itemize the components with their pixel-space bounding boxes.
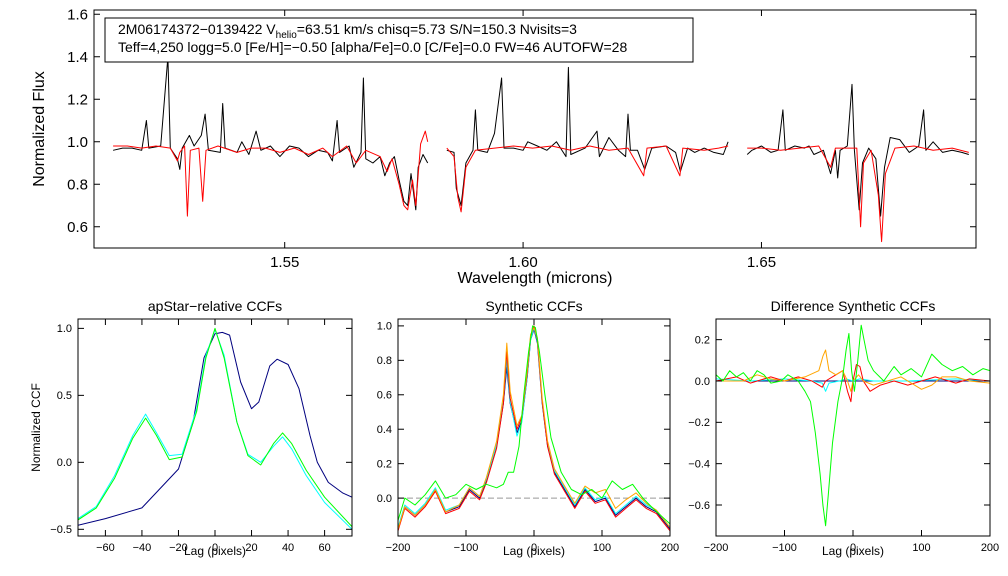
chart-panel-apstar-ccf: −60 −40 −20 0 20 40 60 −0.5 0.0 0.5 1.0 apStar−rela… — [29, 298, 353, 558]
y-tick-label: 0.8 — [377, 355, 392, 367]
star-parameters-box — [104, 17, 694, 63]
chart-panel-spectrum: 1.55 1.60 1.65 0.6 0.8 1.0 1.2 1.4 1.6 Wavelength… — [31, 7, 977, 287]
x-axis-label: Lag (pixels) — [184, 544, 246, 558]
y-tick-label: 0.2 — [377, 459, 392, 471]
series-line-observed-segment-1 — [112, 56, 429, 211]
y-axis-label: Normalized Flux — [31, 71, 48, 187]
chart-title: Synthetic CCFs — [485, 298, 582, 314]
y-tick-label: −0.5 — [50, 524, 72, 536]
y-tick-label: 0.0 — [695, 376, 710, 388]
y-tick-label: 0.0 — [377, 493, 392, 505]
y-tick-label: 0.8 — [67, 177, 88, 194]
axes-frame — [715, 318, 991, 537]
y-tick-label: 0.0 — [57, 457, 72, 469]
x-tick-label: −200 — [386, 542, 411, 554]
x-tick-label: 100 — [593, 542, 611, 554]
chart-panel-synthetic-ccf: −200 −100 0 100 200 0.0 0.2 0.4 0.6 0.8 1.0 Synthet… — [377, 298, 679, 558]
series-line-observed-segment-2 — [446, 66, 729, 206]
x-tick-label: −200 — [704, 542, 729, 554]
x-tick-label: 60 — [318, 542, 330, 554]
x-axis-label: Lag (pixels) — [503, 544, 565, 558]
x-tick-label: −20 — [169, 542, 188, 554]
x-tick-label: 1.55 — [270, 254, 299, 271]
x-tick-label: 100 — [912, 542, 930, 554]
series-line-navy — [78, 331, 352, 526]
x-tick-label: −100 — [454, 542, 479, 554]
x-tick-label: 200 — [981, 542, 999, 554]
series-line-green — [78, 327, 352, 527]
x-tick-label: 200 — [661, 542, 679, 554]
y-tick-label: 1.6 — [67, 7, 88, 24]
y-tick-label: 0.6 — [67, 219, 88, 236]
y-tick-label: 1.0 — [67, 134, 88, 151]
y-tick-label: 1.0 — [57, 323, 72, 335]
y-tick-label: 0.6 — [377, 390, 392, 402]
x-axis-label: Lag (pixels) — [822, 544, 884, 558]
series-line-model-segment-2 — [446, 145, 729, 213]
x-tick-label: 20 — [245, 542, 257, 554]
y-tick-label: 1.4 — [67, 49, 88, 66]
series-line-model-segment-3 — [747, 145, 969, 243]
axes-frame — [93, 9, 977, 249]
y-tick-label: −0.2 — [688, 417, 710, 429]
star-parameters-line-2: Teff=4,250 logg=5.0 [Fe/H]=−0.50 [alpha/… — [118, 39, 627, 55]
x-tick-label: −60 — [96, 542, 115, 554]
x-tick-label: −40 — [133, 542, 152, 554]
y-tick-label: 1.0 — [377, 321, 392, 333]
y-tick-label: 0.2 — [695, 335, 710, 347]
x-tick-label: 40 — [282, 542, 294, 554]
series-line-observed-segment-3 — [746, 83, 969, 217]
y-tick-label: −0.4 — [688, 459, 710, 471]
star-parameters-line-1: 2M06174372−0139422 Vhelio=63.51 km/s chi… — [118, 21, 577, 41]
y-tick-label: −0.6 — [688, 500, 710, 512]
x-axis-label: Wavelength (microns) — [457, 270, 612, 287]
x-tick-label: −100 — [772, 542, 797, 554]
series-line-orange — [716, 349, 990, 392]
axes-frame — [77, 318, 353, 537]
x-tick-label: 0 — [212, 542, 218, 554]
y-tick-label: 0.4 — [377, 424, 392, 436]
series-line-model-segment-1 — [113, 130, 429, 217]
chart-panel-difference-ccf: −200 −100 0 100 200 −0.6 −0.4 −0.2 0.0 0.2 Differe… — [688, 298, 999, 558]
x-tick-label: 0 — [531, 542, 537, 554]
series-line-green — [398, 325, 670, 525]
y-axis-label: Normalized CCF — [29, 383, 43, 472]
series-line-green — [716, 324, 990, 527]
y-tick-label: 1.2 — [67, 92, 88, 109]
x-tick-label: 1.65 — [747, 254, 776, 271]
series-line-red — [398, 325, 670, 532]
chart-title: apStar−relative CCFs — [148, 298, 282, 314]
x-tick-label: 0 — [850, 542, 856, 554]
y-tick-label: 0.5 — [57, 390, 72, 402]
chart-title: Difference Synthetic CCFs — [771, 298, 936, 314]
x-tick-label: 1.60 — [508, 254, 537, 271]
series-line-cyan — [78, 329, 352, 530]
